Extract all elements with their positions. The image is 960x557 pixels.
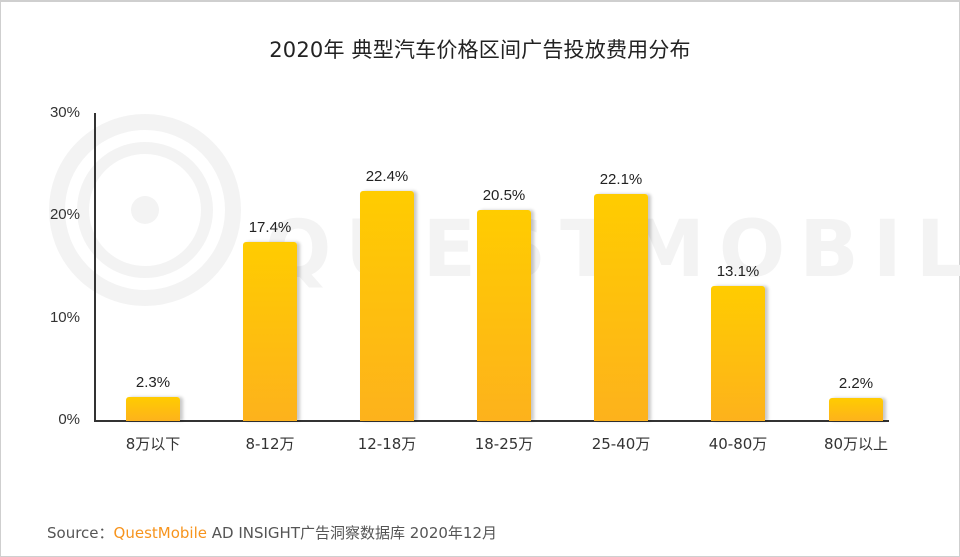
y-tick-10: 10% [49, 309, 80, 326]
bar [360, 191, 414, 421]
bar-value-label: 22.1% [599, 171, 643, 188]
x-category-label: 25-40万 [591, 435, 651, 453]
bar [594, 194, 648, 421]
bar [126, 397, 180, 421]
source-note: Source：QuestMobile AD INSIGHT广告洞察数据库 202… [47, 522, 497, 543]
bar [829, 398, 883, 421]
bar-value-label: 13.1% [716, 263, 760, 280]
source-rest: AD INSIGHT广告洞察数据库 2020年12月 [206, 524, 498, 542]
x-category-label: 80万以上 [823, 435, 889, 453]
x-category-label: 8-12万 [245, 435, 295, 453]
y-tick-0: 0% [58, 411, 80, 428]
bar-value-label: 2.2% [838, 375, 874, 392]
bar-value-label: 2.3% [135, 374, 171, 391]
bar [477, 210, 531, 421]
x-category-label: 40-80万 [708, 435, 768, 453]
bar-value-label: 17.4% [248, 219, 292, 236]
y-tick-30: 30% [49, 104, 80, 121]
bar-value-label: 20.5% [482, 187, 526, 204]
bar [243, 242, 297, 421]
chart-title: 2020年 典型汽车价格区间广告投放费用分布 [269, 38, 691, 62]
bar [711, 286, 765, 421]
bar-value-label: 22.4% [365, 168, 409, 185]
source-prefix: Source： [47, 524, 114, 542]
x-category-label: 8万以下 [125, 435, 181, 453]
y-tick-20: 20% [49, 206, 80, 223]
x-axis-line [94, 420, 889, 422]
source-brand: QuestMobile [113, 524, 207, 542]
x-category-label: 18-25万 [474, 435, 534, 453]
y-axis-line [94, 113, 96, 422]
x-category-label: 12-18万 [357, 435, 417, 453]
